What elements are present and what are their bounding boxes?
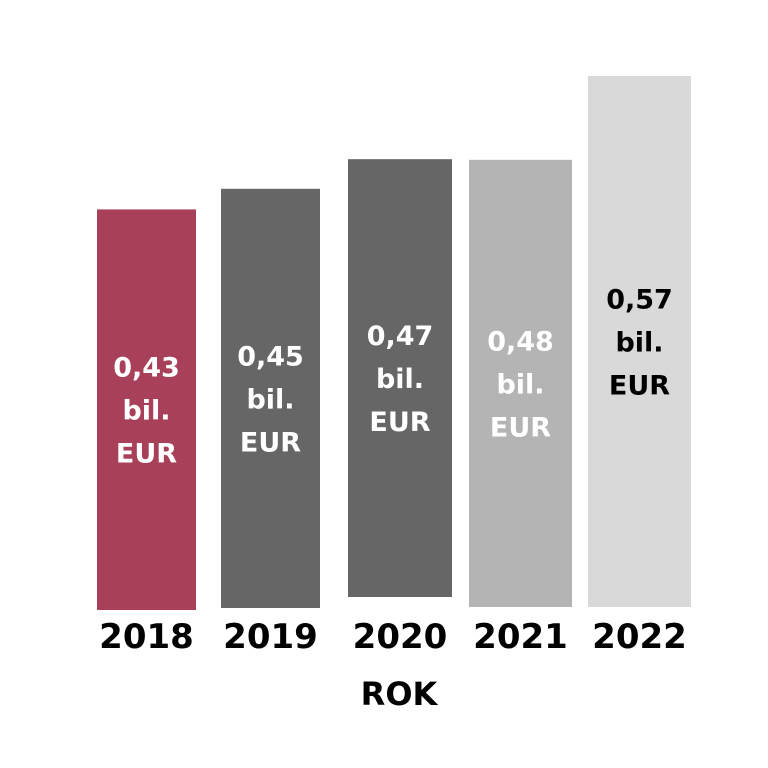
data-label-2018-line-2: bil. bbox=[122, 396, 170, 427]
data-label-2019-line-1: 0,45 bbox=[237, 341, 304, 372]
x-tick-labels-group: 2018 2019 2020 2021 2022 bbox=[99, 617, 687, 657]
data-label-2021-line-2: bil. bbox=[496, 369, 544, 400]
bar-2019 bbox=[221, 188, 320, 608]
data-label-2018-line-1: 0,43 bbox=[113, 353, 180, 384]
data-label-2018-line-3: EUR bbox=[116, 439, 177, 470]
data-label-2020-line-2: bil. bbox=[376, 364, 424, 395]
bar-labels-group: 0,43 bil. EUR 0,45 bil. EUR 0,47 bil. EUR 0,48 bil… bbox=[113, 285, 673, 470]
x-tick-label-2021: 2021 bbox=[473, 617, 568, 657]
data-label-2019-line-3: EUR bbox=[240, 427, 301, 458]
data-label-2021-line-3: EUR bbox=[490, 412, 551, 443]
x-tick-label-2018: 2018 bbox=[99, 617, 194, 657]
bar-2021 bbox=[469, 159, 572, 607]
data-label-2021-line-1: 0,48 bbox=[487, 326, 554, 357]
bars-group bbox=[97, 76, 691, 610]
bar-2018 bbox=[97, 209, 196, 610]
data-label-2022-line-2: bil. bbox=[615, 328, 663, 359]
data-label-2020-line-3: EUR bbox=[369, 407, 430, 438]
bar-2022 bbox=[588, 76, 691, 607]
x-axis-title: ROK bbox=[361, 675, 439, 713]
data-label-2020-line-1: 0,47 bbox=[367, 321, 434, 352]
x-tick-label-2019: 2019 bbox=[223, 617, 318, 657]
x-tick-label-2020: 2020 bbox=[353, 617, 448, 657]
data-label-2022-line-3: EUR bbox=[609, 371, 670, 402]
data-label-2019-line-2: bil. bbox=[246, 384, 294, 415]
x-tick-label-2022: 2022 bbox=[592, 617, 687, 657]
data-label-2022-line-1: 0,57 bbox=[606, 285, 673, 316]
bar-2020 bbox=[348, 159, 452, 597]
